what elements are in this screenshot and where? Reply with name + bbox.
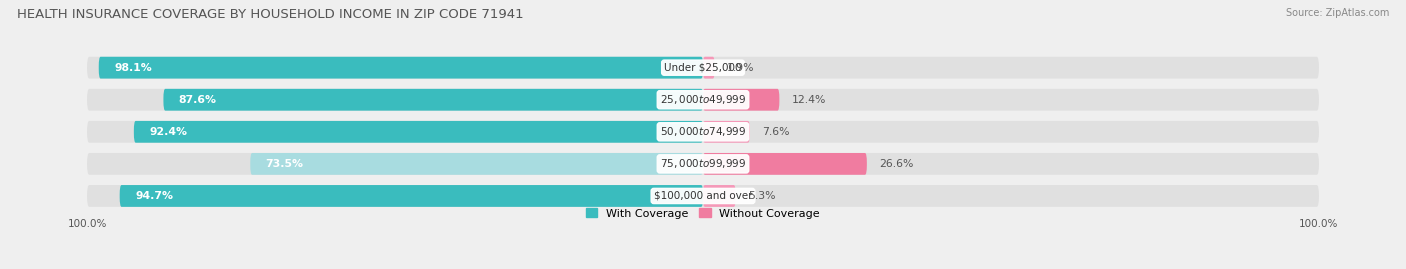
Text: 73.5%: 73.5% [266, 159, 304, 169]
Text: 94.7%: 94.7% [135, 191, 173, 201]
FancyBboxPatch shape [87, 57, 1319, 79]
Text: $100,000 and over: $100,000 and over [654, 191, 752, 201]
Text: 87.6%: 87.6% [179, 95, 217, 105]
FancyBboxPatch shape [163, 89, 703, 111]
FancyBboxPatch shape [87, 89, 1319, 111]
FancyBboxPatch shape [98, 57, 703, 79]
Text: Under $25,000: Under $25,000 [664, 63, 742, 73]
FancyBboxPatch shape [134, 121, 703, 143]
FancyBboxPatch shape [87, 153, 1319, 175]
FancyBboxPatch shape [703, 57, 714, 79]
Text: 12.4%: 12.4% [792, 95, 827, 105]
Text: 98.1%: 98.1% [114, 63, 152, 73]
Text: $50,000 to $74,999: $50,000 to $74,999 [659, 125, 747, 138]
Legend: With Coverage, Without Coverage: With Coverage, Without Coverage [582, 204, 824, 223]
Text: $75,000 to $99,999: $75,000 to $99,999 [659, 157, 747, 170]
FancyBboxPatch shape [87, 185, 1319, 207]
FancyBboxPatch shape [120, 185, 703, 207]
FancyBboxPatch shape [703, 185, 735, 207]
FancyBboxPatch shape [703, 121, 749, 143]
Text: 7.6%: 7.6% [762, 127, 790, 137]
Text: $25,000 to $49,999: $25,000 to $49,999 [659, 93, 747, 106]
FancyBboxPatch shape [87, 121, 1319, 143]
Text: 1.9%: 1.9% [727, 63, 755, 73]
FancyBboxPatch shape [703, 89, 779, 111]
Text: 26.6%: 26.6% [879, 159, 914, 169]
Text: Source: ZipAtlas.com: Source: ZipAtlas.com [1285, 8, 1389, 18]
FancyBboxPatch shape [250, 153, 703, 175]
FancyBboxPatch shape [703, 153, 868, 175]
Text: 5.3%: 5.3% [748, 191, 776, 201]
Text: HEALTH INSURANCE COVERAGE BY HOUSEHOLD INCOME IN ZIP CODE 71941: HEALTH INSURANCE COVERAGE BY HOUSEHOLD I… [17, 8, 523, 21]
Text: 92.4%: 92.4% [149, 127, 187, 137]
